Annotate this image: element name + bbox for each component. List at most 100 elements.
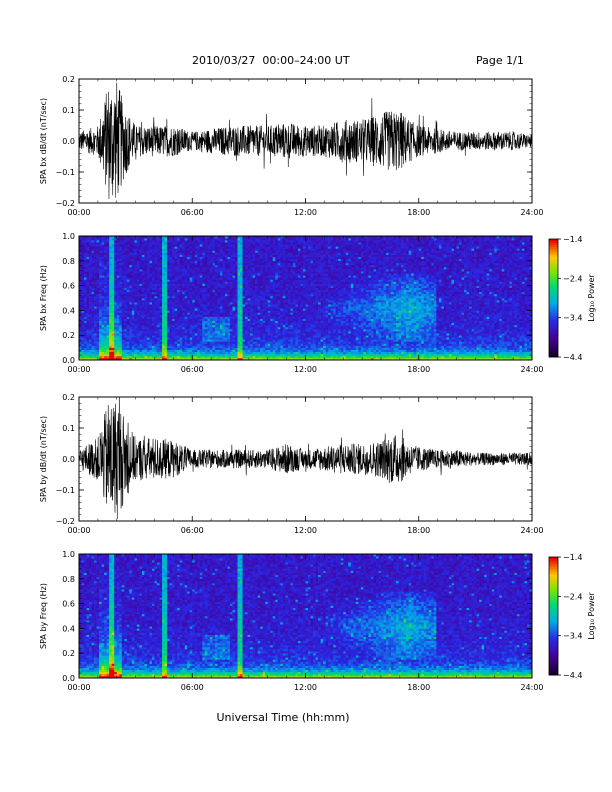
spectrogram-cell	[214, 318, 218, 322]
spectrogram-cell	[141, 289, 145, 293]
spectrogram-cell	[260, 339, 264, 342]
spectrogram-cell	[141, 295, 145, 299]
spectrogram-cell	[237, 322, 241, 326]
spectrogram-cell	[172, 275, 175, 278]
spectrogram-cell	[235, 308, 238, 311]
spectrogram-cell	[217, 312, 221, 315]
spectrogram-cell	[94, 339, 97, 342]
spectrogram-cell	[277, 320, 281, 324]
spectrogram-cell	[114, 347, 118, 350]
spectrogram-cell	[111, 351, 115, 355]
spectrogram-cell	[159, 273, 163, 276]
spectrogram-cell	[84, 306, 87, 309]
spectrogram-cell	[232, 271, 236, 274]
spectrogram-cell	[134, 341, 138, 344]
spectrogram-cell	[214, 248, 218, 251]
spectrogram-cell	[164, 267, 168, 270]
spectrogram-cell	[197, 277, 201, 280]
spectrogram-cell	[86, 250, 90, 253]
spectrogram-cell	[252, 310, 256, 313]
spectrogram-cell	[194, 322, 198, 326]
spectrogram-cell	[257, 254, 261, 257]
spectrogram-cell	[257, 256, 261, 260]
spectrogram-cell	[267, 312, 271, 315]
spectrogram-cell	[144, 262, 148, 266]
spectrogram-cell	[255, 291, 258, 295]
spectrogram-cell	[86, 335, 90, 338]
spectrogram-cell	[139, 277, 143, 280]
spectrogram-cell	[169, 264, 173, 268]
spectrogram-cell	[109, 341, 113, 344]
spectrogram-cell	[212, 258, 216, 262]
spectrogram-cell	[96, 306, 100, 309]
spectrogram-cell	[265, 258, 269, 262]
spectrogram-cell	[154, 262, 158, 266]
spectrogram-cell	[179, 320, 183, 324]
spectrogram-cell	[167, 279, 170, 282]
spectrogram-cell	[192, 281, 196, 284]
spectrogram-cell	[262, 256, 266, 260]
spectrogram-cell	[214, 236, 218, 239]
spectrogram-cell	[179, 355, 183, 359]
spectrogram-cell	[96, 335, 100, 338]
spectrogram-cell	[119, 244, 123, 247]
spectrogram-cell	[224, 248, 228, 251]
spectrogram-cell	[162, 312, 165, 315]
spectrogram-cell	[111, 295, 115, 299]
spectrogram-cell	[91, 306, 95, 309]
spectrogram-cell	[230, 357, 233, 361]
spectrogram-cell	[265, 246, 269, 249]
spectrogram-cell	[230, 300, 233, 303]
spectrogram-cell	[116, 308, 120, 311]
spectrogram-cell	[247, 312, 251, 315]
spectrogram-cell	[277, 316, 281, 319]
spectrogram-cell	[230, 339, 233, 342]
spectrogram-cell	[116, 306, 120, 309]
spectrogram-cell	[164, 289, 168, 293]
spectrogram-cell	[184, 260, 188, 264]
spectrogram-cell	[237, 324, 241, 328]
spectrogram-cell	[237, 331, 241, 334]
spectrogram-cell	[167, 316, 170, 319]
spectrogram-cell	[81, 302, 85, 305]
spectrogram-cell	[119, 236, 123, 239]
spectrogram-cell	[91, 318, 95, 322]
spectrogram-cell	[197, 289, 201, 293]
spectrogram-cell	[242, 295, 246, 299]
spectrogram-cell	[134, 320, 138, 324]
x-tick-label: 18:00	[407, 208, 430, 217]
spectrogram-cell	[164, 246, 168, 249]
spectrogram-cell	[134, 304, 138, 307]
spectrogram-cell	[277, 291, 281, 295]
spectrogram-cell	[89, 343, 92, 346]
spectrogram-cell	[270, 339, 274, 342]
spectrogram-cell	[89, 298, 92, 301]
spectrogram-cell	[104, 324, 107, 328]
spectrogram-cell	[184, 302, 188, 305]
spectrogram-cell	[141, 275, 145, 278]
spectrogram-cell	[182, 331, 185, 334]
spectrogram-cell	[227, 295, 231, 299]
spectrogram-cell	[136, 335, 140, 338]
spectrogram-cell	[189, 285, 193, 288]
spectrogram-cell	[199, 275, 203, 278]
spectrogram-cell	[245, 281, 248, 284]
spectrogram-cell	[162, 242, 165, 245]
spectrogram-cell	[255, 324, 258, 328]
spectrogram-cell	[277, 267, 281, 270]
spectrogram-cell	[257, 250, 261, 253]
spectrogram-cell	[257, 312, 261, 315]
spectrogram-cell	[116, 236, 120, 239]
spectrogram-cell	[146, 258, 150, 262]
spectrogram-cell	[265, 343, 269, 346]
spectrogram-cell	[214, 312, 218, 315]
spectrogram-cell	[91, 308, 95, 311]
spectrogram-cell	[230, 347, 233, 350]
spectrogram-cell	[101, 289, 105, 293]
spectrogram-cell	[280, 341, 284, 344]
spectrogram-cell	[214, 275, 218, 278]
spectrogram-cell	[189, 291, 193, 295]
spectrogram-cell	[162, 285, 165, 288]
spectrogram-cell	[144, 306, 148, 309]
spectrogram-cell	[169, 351, 173, 355]
